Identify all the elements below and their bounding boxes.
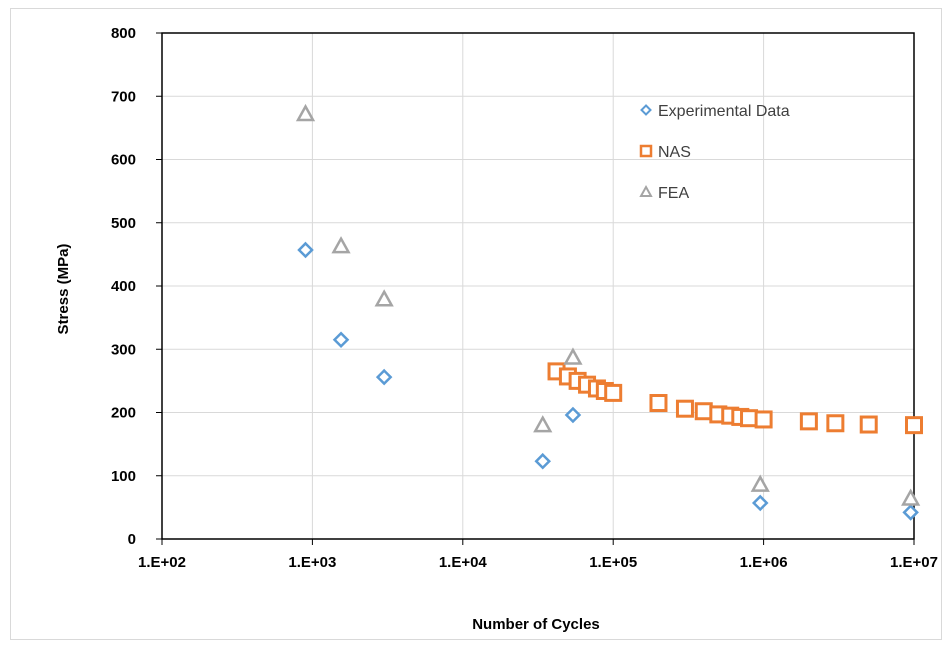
y-tick-label: 100 <box>111 468 136 485</box>
x-tick-label: 1.E+02 <box>138 554 186 571</box>
nas-point <box>740 409 759 428</box>
nas-point <box>754 410 773 429</box>
x-tick-label: 1.E+04 <box>439 554 488 571</box>
legend-marker <box>640 104 652 116</box>
fea-point <box>533 415 553 433</box>
x-axis-title: Number of Cycles <box>472 616 600 633</box>
nas-point <box>859 415 878 434</box>
y-tick-label: 200 <box>111 405 136 422</box>
experimental-data-point <box>902 504 919 521</box>
legend-label: FEA <box>658 185 689 202</box>
y-tick-label: 400 <box>111 278 136 295</box>
y-tick-label: 800 <box>111 25 136 42</box>
x-tick-label: 1.E+05 <box>589 554 637 571</box>
chart-area <box>10 8 942 640</box>
y-tick-label: 700 <box>111 88 136 105</box>
fea-point <box>374 289 394 307</box>
y-axis-title: Stress (MPa) <box>55 244 72 335</box>
experimental-data-point <box>375 368 393 386</box>
fea-point <box>563 347 583 365</box>
fea-point <box>295 103 316 122</box>
nas-point <box>649 394 668 413</box>
legend-marker <box>639 144 653 158</box>
x-tick-label: 1.E+06 <box>740 554 788 571</box>
legend-label: Experimental Data <box>658 103 790 120</box>
fea-point <box>901 488 921 506</box>
nas-point <box>826 414 845 433</box>
y-tick-label: 0 <box>128 531 136 548</box>
y-tick-label: 600 <box>111 152 136 169</box>
fea-point <box>750 474 770 492</box>
x-tick-label: 1.E+07 <box>890 554 938 571</box>
y-tick-label: 500 <box>111 215 136 232</box>
experimental-data-point <box>564 406 582 424</box>
y-tick-label: 300 <box>111 341 136 358</box>
legend-label: NAS <box>658 144 691 161</box>
x-tick-label: 1.E+03 <box>288 554 336 571</box>
experimental-data-point <box>751 494 769 512</box>
experimental-data-point <box>534 452 552 470</box>
fea-point <box>331 236 351 254</box>
nas-point <box>694 402 713 421</box>
nas-point <box>905 416 923 435</box>
nas-point <box>604 383 623 402</box>
experimental-data-point <box>332 331 350 349</box>
legend-marker <box>639 184 653 197</box>
experimental-data-point <box>297 241 314 259</box>
nas-point <box>675 399 694 418</box>
nas-point <box>799 412 818 431</box>
